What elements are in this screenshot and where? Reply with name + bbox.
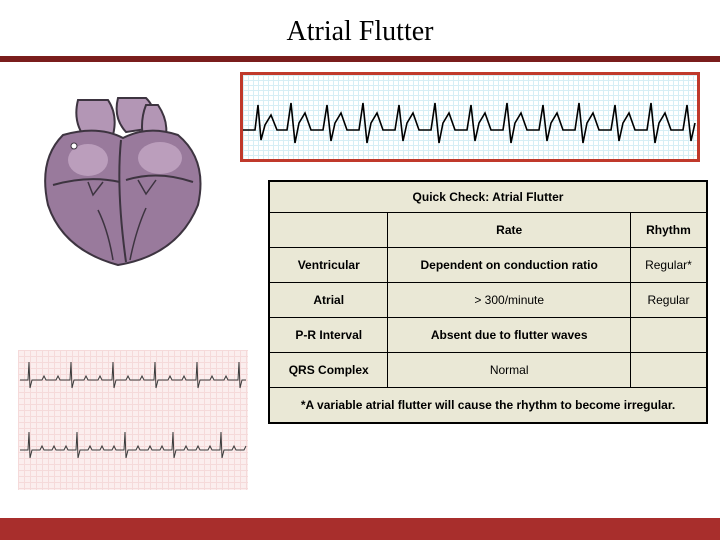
cell-rhythm: Regular*: [630, 248, 706, 283]
quick-check-table: Quick Check: Atrial Flutter Rate Rhythm …: [268, 180, 708, 424]
table-header: Quick Check: Atrial Flutter: [270, 182, 707, 213]
table-row: QRS Complex Normal: [270, 353, 707, 388]
table-footnote: *A variable atrial flutter will cause th…: [270, 388, 707, 423]
col-rate: Rate: [388, 213, 630, 248]
row-label: QRS Complex: [270, 353, 388, 388]
cell-rhythm: [630, 318, 706, 353]
page-title: Atrial Flutter: [0, 0, 720, 56]
row-label: Atrial: [270, 283, 388, 318]
title-divider: [0, 56, 720, 62]
row-label: Ventricular: [270, 248, 388, 283]
cell-rhythm: Regular: [630, 283, 706, 318]
table-row: P-R Interval Absent due to flutter waves: [270, 318, 707, 353]
cell-rate: > 300/minute: [388, 283, 630, 318]
ecg-strip-flutter: [240, 72, 700, 162]
cell-rate: Normal: [388, 353, 630, 388]
ecg-strip-leads: [18, 350, 248, 490]
heart-diagram: [18, 90, 228, 270]
slide: Atrial Flutter: [0, 0, 720, 540]
row-label: P-R Interval: [270, 318, 388, 353]
cell-rate: Dependent on conduction ratio: [388, 248, 630, 283]
col-rhythm: Rhythm: [630, 213, 706, 248]
cell-rate: Absent due to flutter waves: [388, 318, 630, 353]
table-row: Atrial > 300/minute Regular: [270, 283, 707, 318]
footer-bar: [0, 518, 720, 540]
table-row: Ventricular Dependent on conduction rati…: [270, 248, 707, 283]
cell-rhythm: [630, 353, 706, 388]
blank-cell: [270, 213, 388, 248]
